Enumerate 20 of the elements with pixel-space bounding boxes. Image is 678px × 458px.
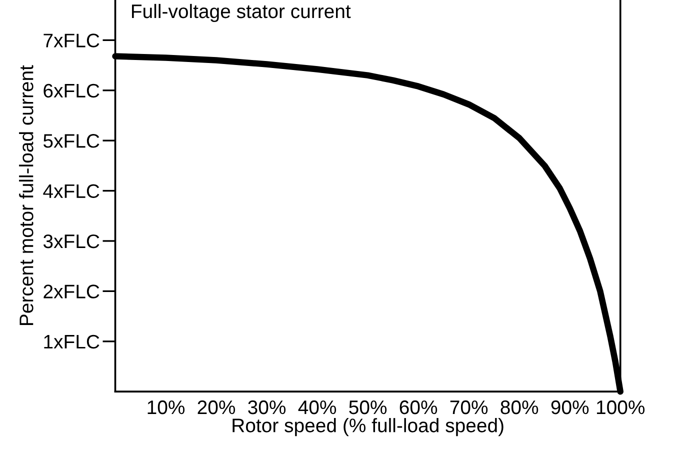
y-tick-label: 4xFLC <box>43 184 100 198</box>
y-tick-label: 6xFLC <box>44 84 100 98</box>
y-tick-label: 5xFLC <box>43 134 100 148</box>
y-tick-label: 1xFLC <box>44 334 100 349</box>
x-tick-label: 100% <box>596 400 645 414</box>
x-tick-label: 50% <box>349 400 387 414</box>
x-tick-label: 80% <box>500 400 538 414</box>
x-tick-label: 30% <box>248 400 286 414</box>
x-tick-label: 10% <box>148 400 185 414</box>
x-tick-label: 20% <box>198 400 236 414</box>
y-tick-label: 7xFLC <box>44 34 100 48</box>
annotation: Full-voltage stator current <box>132 4 351 22</box>
x-tick-label: 90% <box>551 400 589 414</box>
x-tick-label: 40% <box>298 400 336 414</box>
x-axis-title: Rotor speed (% full-load speed) <box>232 418 504 436</box>
y-tick-label: 3xFLC <box>43 234 100 248</box>
y-axis-title: Percent motor full-load current <box>19 65 34 325</box>
x-tick-label: 60% <box>400 400 438 414</box>
y-tick-label: 2xFLC <box>44 284 100 298</box>
x-tick-label: 70% <box>450 400 488 414</box>
